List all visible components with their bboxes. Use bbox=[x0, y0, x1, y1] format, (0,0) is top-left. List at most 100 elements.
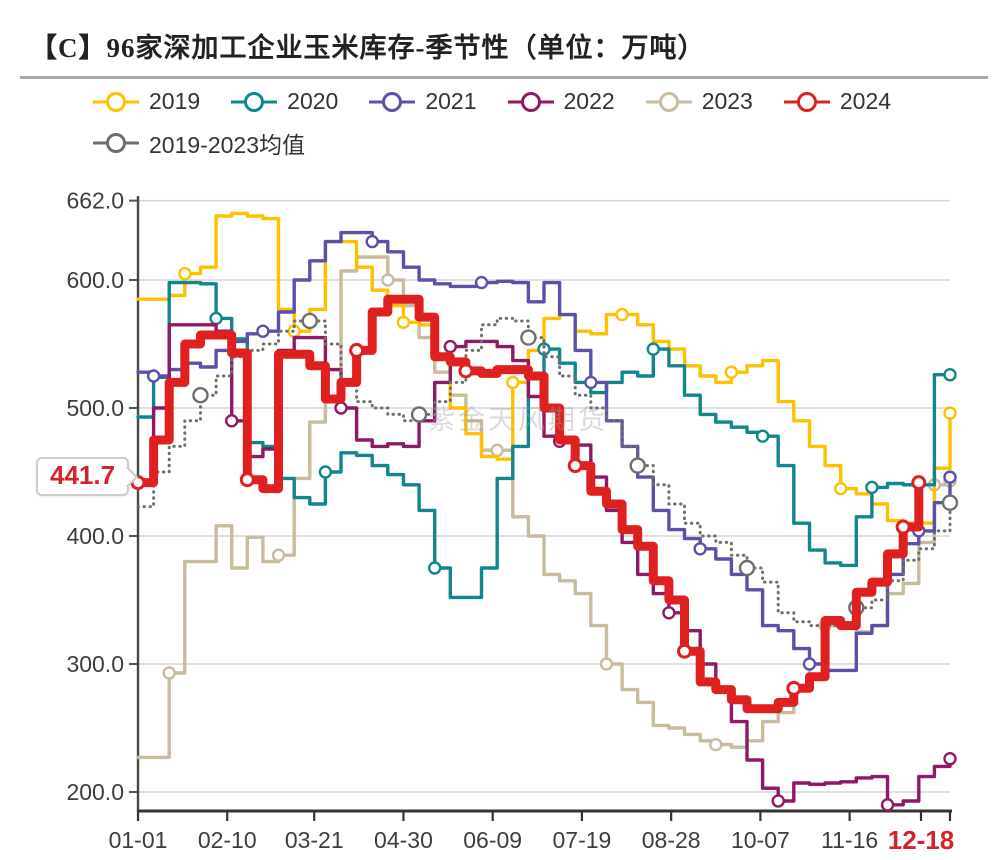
data-marker-2019 bbox=[506, 375, 520, 390]
legend-label: 2023 bbox=[701, 88, 753, 114]
y-axis-label: 200.0 bbox=[66, 779, 124, 805]
data-marker-2019-2023均值 bbox=[738, 559, 756, 577]
data-marker-2020 bbox=[865, 480, 879, 495]
data-marker-2021 bbox=[943, 470, 957, 484]
legend-label: 2021 bbox=[425, 88, 477, 114]
legend-label: 2019-2023均值 bbox=[149, 132, 305, 158]
data-marker-2019 bbox=[396, 315, 411, 329]
data-marker-2021 bbox=[584, 375, 598, 390]
legend-line-circle-icon bbox=[231, 91, 278, 112]
data-marker-2024 bbox=[895, 519, 911, 535]
legend-label: 2020 bbox=[287, 88, 339, 114]
legend-label: 2022 bbox=[563, 88, 615, 114]
data-marker-2021 bbox=[256, 324, 270, 338]
data-marker-2022 bbox=[443, 339, 458, 354]
data-marker-2022 bbox=[334, 401, 348, 415]
legend-line-circle-icon bbox=[645, 91, 692, 112]
data-marker-2021 bbox=[474, 275, 489, 290]
data-marker-2020 bbox=[755, 429, 770, 443]
data-marker-2024 bbox=[349, 342, 365, 358]
data-marker-2020 bbox=[646, 342, 661, 356]
legend-row-1: 2019 2020 2021 2022 2023 2024 bbox=[92, 88, 972, 115]
legend-item-2019-2023均值: 2019-2023均值 bbox=[92, 126, 305, 160]
data-marker-2019 bbox=[178, 266, 192, 281]
title-divider bbox=[20, 76, 988, 79]
chart-legend: 2019 2020 2021 2022 2023 2024 2019-2023均值 bbox=[92, 88, 972, 160]
data-marker-2020 bbox=[943, 368, 957, 382]
series-line-2019-2023均值 bbox=[136, 316, 952, 628]
x-axis-label: 03-21 bbox=[285, 827, 344, 853]
legend-line-circle-icon bbox=[93, 133, 139, 153]
chart-title: 【C】96家深加工企业玉米库存-季节性（单位：万吨） bbox=[30, 33, 706, 63]
data-marker-2024 bbox=[911, 475, 927, 491]
legend-item-2023: 2023 bbox=[645, 88, 753, 115]
y-axis-label: 600.0 bbox=[66, 267, 124, 293]
data-marker-2020 bbox=[318, 465, 333, 479]
data-marker-2019 bbox=[943, 406, 957, 420]
data-marker-2023 bbox=[162, 666, 176, 680]
data-marker-2023 bbox=[271, 548, 286, 562]
x-axis-label: 08-28 bbox=[642, 827, 701, 853]
legend-label: 2019 bbox=[149, 88, 201, 114]
x-axis-label-current: 12-18 bbox=[888, 825, 955, 855]
highlight-label-backdrop bbox=[885, 822, 961, 856]
data-marker-2023 bbox=[599, 657, 614, 671]
data-marker-2024 bbox=[458, 363, 474, 379]
data-marker-2019-2023均值 bbox=[192, 387, 209, 404]
data-marker-2024 bbox=[786, 680, 802, 696]
legend-item-2020: 2020 bbox=[230, 88, 338, 115]
data-marker-2024 bbox=[239, 472, 255, 488]
x-axis-label: 01-01 bbox=[109, 827, 168, 853]
data-marker-2019-2023均值 bbox=[301, 312, 318, 330]
data-marker-2019-2023均值 bbox=[629, 457, 646, 474]
x-axis-label: 06-09 bbox=[463, 827, 522, 853]
data-marker-2019 bbox=[833, 481, 848, 496]
data-marker-2020 bbox=[209, 311, 223, 326]
legend-line-circle-icon bbox=[369, 91, 416, 112]
x-axis-label: 10-07 bbox=[731, 827, 790, 853]
legend-line-circle-icon bbox=[93, 91, 139, 112]
data-marker-2022 bbox=[943, 752, 957, 766]
latest-value-callout: 441.7 bbox=[36, 457, 139, 496]
legend-label: 2024 bbox=[839, 88, 892, 114]
legend-item-2021: 2021 bbox=[368, 88, 477, 115]
series-line-2021 bbox=[136, 230, 952, 673]
series-line-2019 bbox=[136, 211, 952, 525]
data-marker-2019 bbox=[615, 307, 629, 322]
data-marker-2023 bbox=[490, 443, 504, 457]
data-marker-2022 bbox=[771, 794, 785, 808]
y-axis-label: 662.0 bbox=[66, 188, 124, 214]
x-axis-label: 02-10 bbox=[198, 827, 257, 853]
data-marker-2021 bbox=[146, 369, 161, 383]
y-axis-label: 400.0 bbox=[66, 523, 124, 549]
legend-item-2022: 2022 bbox=[507, 88, 615, 115]
y-axis-label: 300.0 bbox=[66, 651, 124, 677]
x-axis-label: 07-19 bbox=[553, 827, 612, 853]
data-marker-2021 bbox=[365, 234, 379, 249]
data-marker-2021 bbox=[802, 657, 817, 671]
legend-row-2: 2019-2023均值 bbox=[92, 126, 972, 160]
x-axis-label: 04-30 bbox=[374, 827, 433, 853]
data-marker-2020 bbox=[537, 342, 551, 356]
data-marker-2019-2023均值 bbox=[520, 329, 537, 346]
data-marker-2019 bbox=[724, 365, 739, 379]
legend-line-circle-icon bbox=[507, 91, 554, 112]
latest-value-label: 441.7 bbox=[50, 460, 116, 490]
legend-item-2019: 2019 bbox=[92, 88, 200, 115]
x-axis-label: 11-16 bbox=[821, 827, 878, 853]
data-marker-2019-2023均值 bbox=[410, 406, 428, 423]
data-marker-2024 bbox=[677, 643, 693, 659]
data-marker-2022 bbox=[224, 414, 239, 428]
data-marker-2022 bbox=[662, 606, 676, 620]
data-marker-2021 bbox=[693, 542, 707, 556]
data-marker-2019-2023均值 bbox=[941, 494, 959, 511]
data-marker-2023 bbox=[709, 737, 723, 752]
data-marker-2022 bbox=[880, 798, 895, 812]
data-marker-2024 bbox=[567, 458, 583, 474]
legend-item-2024: 2024 bbox=[783, 88, 891, 115]
y-axis-label: 500.0 bbox=[66, 395, 124, 421]
data-marker-2023 bbox=[381, 273, 395, 287]
data-marker-2020 bbox=[427, 561, 442, 575]
